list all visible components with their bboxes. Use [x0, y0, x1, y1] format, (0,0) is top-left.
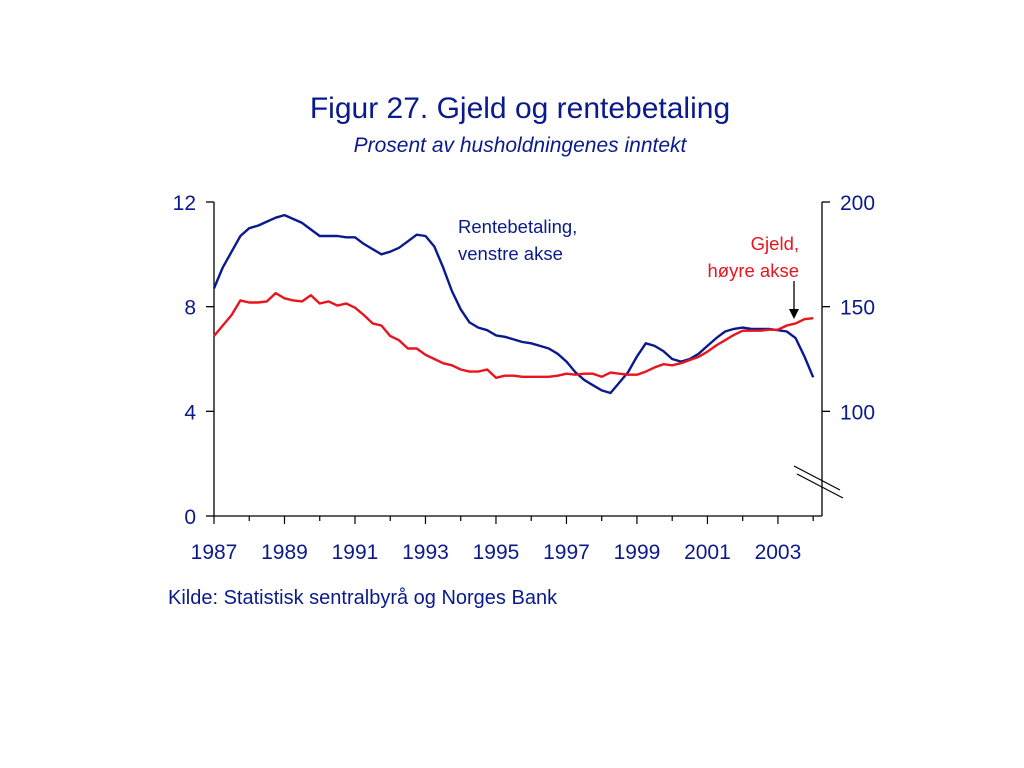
chart-subtitle: Prosent av husholdningenes inntekt [353, 134, 687, 157]
chart-title: Figur 27. Gjeld og rentebetaling [309, 92, 731, 125]
x-axis-tick-label: 1991 [332, 541, 379, 564]
right-axis-tick-label: 150 [840, 297, 875, 320]
axis-break-mark [796, 473, 844, 499]
source-note: Kilde: Statistisk sentralbyrå og Norges … [168, 587, 558, 609]
left-axis-tick-label: 0 [184, 506, 196, 529]
left-axis-tick-label: 8 [184, 297, 196, 320]
x-axis-tick-label: 2003 [755, 541, 802, 564]
right-axis-tick-label: 100 [840, 401, 875, 424]
gjeld-label-line1: Gjeld, [751, 233, 799, 254]
series-line-gjeld [213, 291, 814, 379]
rentebetaling-label-line1: Rentebetaling, [458, 216, 577, 237]
right-axis-tick-label: 200 [840, 192, 875, 215]
x-axis-tick-label: 1987 [191, 541, 238, 564]
gjeld-arrow-head [789, 309, 799, 319]
x-axis-tick-label: 1989 [261, 541, 308, 564]
left-axis-tick-label: 12 [173, 192, 196, 215]
left-axis-tick-label: 4 [184, 401, 196, 424]
gjeld-label-line2: høyre akse [707, 260, 799, 281]
x-axis-tick-label: 1995 [473, 541, 520, 564]
x-axis-tick-label: 2001 [684, 541, 731, 564]
rentebetaling-label-line2: venstre akse [458, 243, 563, 264]
x-axis-tick-label: 1997 [543, 541, 590, 564]
x-axis-tick-label: 1999 [614, 541, 661, 564]
axis-break-mark [793, 465, 841, 491]
series-line-rentebetaling [212, 213, 815, 395]
x-axis-tick-label: 1993 [402, 541, 449, 564]
chart-layer: 0 4 8 12 100 150 200 1987 1989 1991 1993 1995 1997 19… [173, 192, 875, 564]
